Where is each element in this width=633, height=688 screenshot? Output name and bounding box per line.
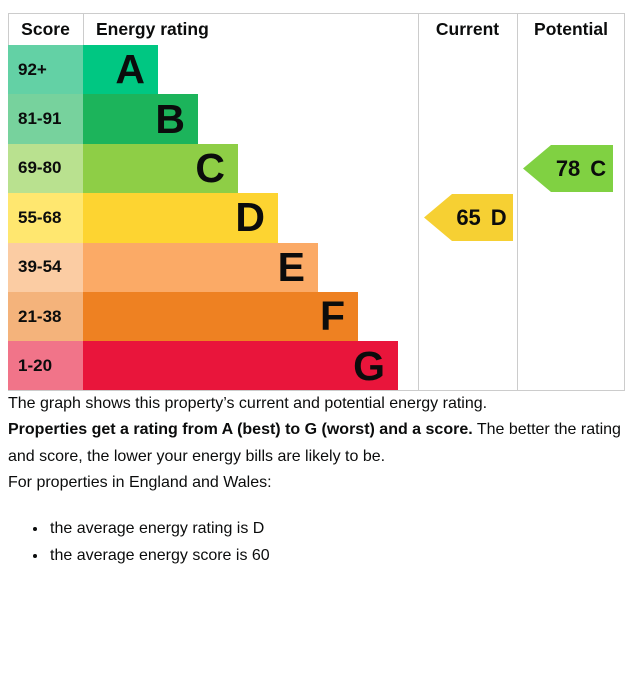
potential-rating-arrow: 78 C: [523, 145, 613, 192]
chart-border-left: [8, 14, 9, 45]
band-row-c: 69-80 C: [8, 143, 625, 194]
score-column-header: Score: [21, 19, 70, 39]
rating-bar-d: D: [83, 193, 278, 243]
band-row-f: 21-38 F: [8, 291, 625, 342]
score-range-d: 55-68: [8, 193, 83, 243]
rating-explanation-rest: The better the rating and score, the low…: [8, 421, 621, 465]
current-band: D: [490, 204, 507, 230]
rating-bar-f: F: [83, 291, 358, 342]
band-row-a: 92+ A: [8, 45, 625, 95]
score-range-g: 1-20: [8, 341, 83, 391]
england-wales-heading: For properties in England and Wales:: [8, 473, 272, 491]
band-row-d: 55-68 D: [8, 193, 625, 243]
rating-explanation-lead: Properties get a rating from A (best) to…: [8, 421, 473, 439]
band-row-b: 81-91 B: [8, 94, 625, 144]
rating-bar-a: A: [83, 45, 158, 95]
score-range-e: 39-54: [8, 242, 83, 292]
current-score: 65: [456, 204, 481, 230]
band-letter-a: A: [115, 46, 145, 93]
epc-page: Score Energy rating Current Potential 92…: [0, 0, 633, 569]
chart-border-bottom: [8, 389, 625, 391]
current-column-divider: [418, 14, 419, 391]
rating-bar-e: E: [83, 242, 318, 292]
rating-bar-b: B: [83, 94, 198, 144]
band-letter-g: G: [353, 342, 385, 389]
band-letter-f: F: [319, 293, 345, 340]
rating-bar-g: G: [83, 341, 398, 391]
description-section: The graph shows this property’s current …: [8, 391, 628, 569]
energy-rating-column-header: Energy rating: [96, 19, 209, 39]
chart-border-right: [624, 14, 625, 391]
current-rating-arrow: 65 D: [424, 194, 513, 241]
band-letter-b: B: [155, 95, 185, 142]
energy-rating-chart: Score Energy rating Current Potential 92…: [8, 13, 625, 391]
rating-bar-c: C: [83, 143, 238, 194]
average-score-item: the average energy score is 60: [48, 543, 628, 569]
band-letter-c: C: [195, 144, 225, 191]
potential-column-divider: [517, 14, 518, 391]
band-letter-d: D: [235, 194, 265, 241]
score-range-b: 81-91: [8, 94, 83, 144]
chart-header-row: Score Energy rating Current Potential: [8, 14, 625, 45]
current-column-header: Current: [435, 19, 500, 39]
band-row-e: 39-54 E: [8, 242, 625, 292]
score-range-f: 21-38: [8, 291, 83, 342]
score-range-a: 92+: [8, 45, 83, 95]
score-range-c: 69-80: [8, 143, 83, 194]
band-letter-e: E: [277, 243, 305, 290]
average-rating-item: the average energy rating is D: [48, 516, 628, 542]
potential-score: 78: [555, 155, 581, 181]
potential-column-header: Potential: [534, 19, 608, 39]
potential-band: C: [590, 155, 607, 181]
rating-explanation-text: Properties get a rating from A (best) to…: [8, 417, 628, 470]
band-row-g: 1-20 G: [8, 341, 625, 391]
graph-description-text: The graph shows this property’s current …: [8, 394, 488, 412]
averages-list: the average energy rating is D the avera…: [8, 516, 628, 569]
score-column-divider: [83, 14, 84, 45]
